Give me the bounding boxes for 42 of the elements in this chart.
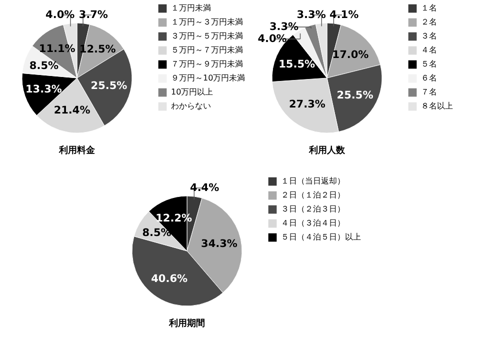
data-label: 4.1% [330, 9, 360, 21]
legend-label: ９万円～10万円未満 [171, 74, 246, 82]
legend-label: ２日（１泊２日） [281, 190, 345, 200]
data-label: 25.5% [90, 80, 128, 92]
legend-label: ４日（３泊４日） [281, 218, 345, 228]
data-label: 13.3% [25, 83, 62, 96]
legend-label: ７万円～９万円未満 [171, 60, 243, 68]
data-label: 8.5% [29, 60, 60, 72]
legend-label: ４名 [421, 46, 437, 54]
data-label: 34.3% [201, 238, 238, 250]
legend-label: １日（当日返却） [281, 176, 345, 186]
data-label: 17.0% [332, 48, 370, 61]
data-label: 40.6% [151, 272, 188, 285]
text: 利用期間 [168, 318, 205, 329]
legend-label: １名 [421, 4, 437, 12]
data-label: 27.3% [288, 98, 326, 110]
legend-label: わからない [171, 102, 211, 110]
data-label: 4.4% [190, 182, 220, 194]
data-label: 4.0% [46, 9, 76, 21]
legend-label: ５日（４泊５日）以上 [281, 232, 361, 242]
legend-label: ２名 [421, 18, 437, 26]
text: 利用人数 [308, 145, 346, 156]
legend-label: ３名 [421, 32, 437, 40]
data-label: 4.0% [258, 33, 288, 45]
legend-label: ５万円～７万円未満 [171, 46, 243, 54]
data-label: 3.3% [269, 21, 300, 33]
legend-label: ５名 [421, 60, 437, 68]
data-label: 21.4% [54, 104, 91, 117]
legend-label: ７名 [421, 88, 437, 96]
legend-label: ６名 [421, 74, 437, 82]
data-label: 25.5% [336, 89, 374, 102]
legend-label: ８名以上 [421, 102, 453, 110]
legend-label: 10万円以上 [171, 88, 214, 96]
data-label: 3.7% [78, 9, 108, 21]
legend-label: １万円～３万円未満 [171, 18, 243, 26]
text: 利用料金 [58, 145, 96, 156]
data-label: 8.5% [142, 226, 172, 239]
data-label: 15.5% [278, 58, 316, 71]
legend-label: １万円未満 [171, 4, 211, 12]
legend-label: ３日（２泊３日） [281, 204, 345, 214]
data-label: 3.3% [296, 9, 326, 21]
legend-label: ３万円～５万円未満 [171, 32, 243, 40]
